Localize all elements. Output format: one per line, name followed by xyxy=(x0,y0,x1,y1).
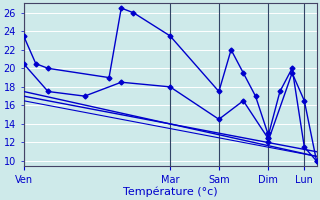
X-axis label: Température (°c): Température (°c) xyxy=(123,186,217,197)
